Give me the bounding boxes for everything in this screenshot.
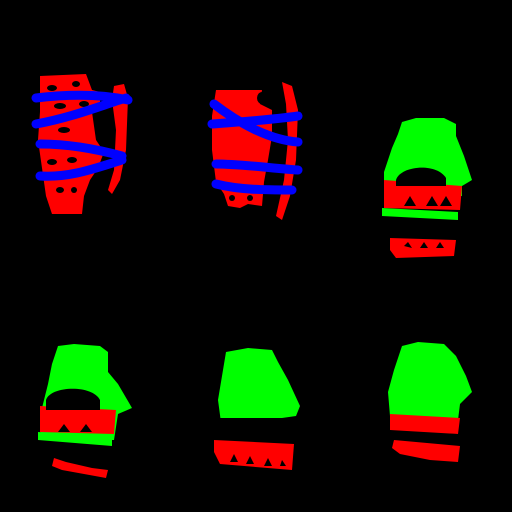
red-lower-band (392, 440, 460, 462)
green-stripe (382, 208, 458, 220)
red-holes (230, 454, 286, 466)
red-region-side (108, 84, 128, 194)
black-gap (218, 418, 284, 440)
red-holes (404, 196, 452, 206)
red-holes (58, 424, 92, 432)
mask-panel-1 (31, 74, 133, 214)
green-stripe (38, 432, 112, 446)
black-gap (390, 430, 458, 444)
red-lower-holes (404, 242, 444, 248)
red-holes (229, 92, 267, 201)
blue-straps (31, 90, 133, 181)
red-band (40, 406, 116, 434)
mask-panel-2 (207, 82, 303, 220)
mask-panel-3 (382, 118, 472, 258)
red-holes (47, 81, 89, 193)
blue-straps (207, 99, 303, 195)
black-cutout (46, 388, 100, 410)
mask-panel-5 (214, 348, 300, 470)
red-band (214, 440, 294, 470)
mask-panel-6 (388, 342, 472, 462)
red-band (390, 414, 460, 434)
red-lower-band (52, 458, 108, 478)
mask-panel-4 (38, 344, 132, 478)
green-region (218, 348, 300, 430)
green-region (388, 342, 472, 420)
black-cutout (396, 167, 446, 186)
